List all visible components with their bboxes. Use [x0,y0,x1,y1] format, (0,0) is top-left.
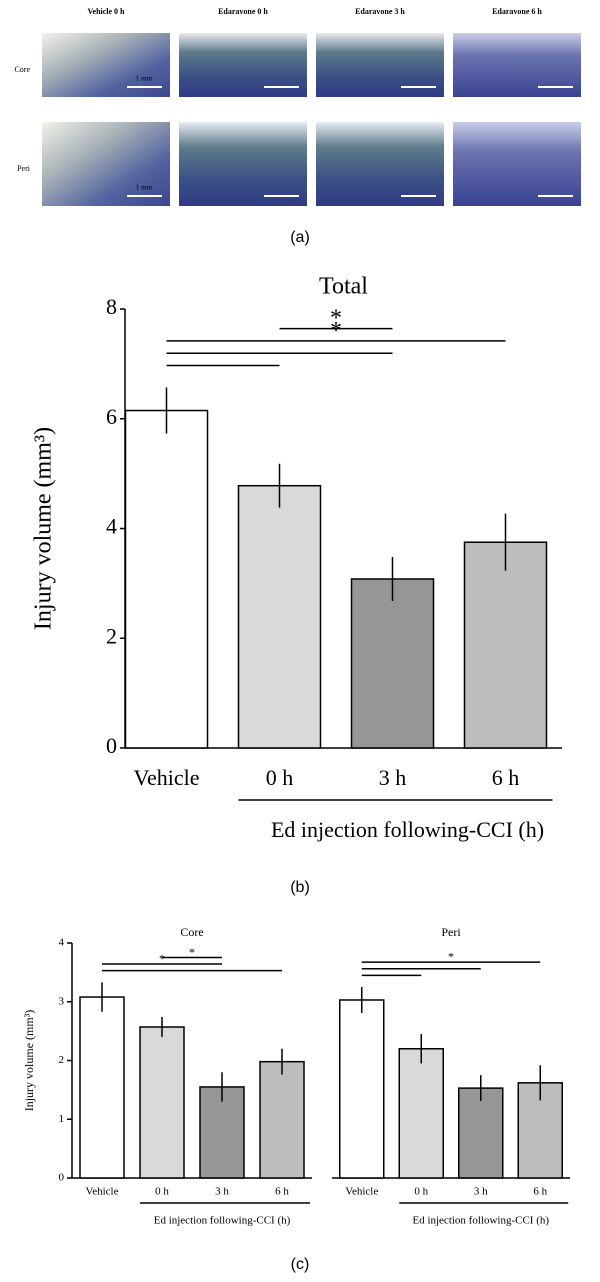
x-tick-label: 3 h [215,1186,229,1198]
y-tick-label: 2 [106,623,117,648]
x-axis-label: Ed injection following-CCI (h) [154,1215,291,1227]
x-tick-label: 6 h [275,1186,289,1198]
significance-label: * [448,950,454,964]
y-axis-label: Injury volume (mm³) [22,1010,36,1112]
bar [350,578,435,749]
chart-title: Peri [441,925,461,939]
y-axis-label: Injury volume (mm³) [31,427,57,630]
scale-label: 1 mm [136,184,153,192]
y-tick-label: 4 [106,514,117,539]
y-tick-label: 1 [59,1113,65,1125]
y-tick-label: 0 [106,733,117,758]
significance-label: * [330,318,342,344]
x-tick-label: Vehicle [86,1186,119,1198]
column-label: Edaravone 6 h [492,7,542,16]
chart-title: Total [319,274,368,300]
bar [139,1026,185,1179]
bar [79,996,125,1179]
chart-title: Core [180,925,203,939]
bar [124,409,209,749]
x-tick-label: 3 h [474,1186,488,1198]
micrograph [453,122,581,206]
y-tick-label: 2 [59,1054,65,1066]
x-tick-label: Vehicle [134,765,200,790]
x-tick-label: Vehicle [345,1186,378,1198]
caption: (c) [291,1256,310,1273]
x-tick-label: 3 h [379,765,407,790]
bar [458,1087,504,1179]
x-tick-label: 6 h [533,1186,547,1198]
x-tick-label: 0 h [155,1186,169,1198]
row-label: Peri [17,164,31,173]
column-label: Edaravone 0 h [218,7,268,16]
significance-label: * [159,952,165,966]
micrograph [316,122,444,206]
significance-label: * [189,945,195,959]
y-tick-label: 6 [106,404,117,429]
x-tick-label: 0 h [266,765,294,790]
significance-label: * [330,306,342,332]
bar [237,484,322,749]
bar [339,999,385,1179]
row-label: Core [14,65,30,74]
micrograph [42,122,170,206]
x-axis-label: Ed injection following-CCI (h) [271,817,544,842]
y-tick-label: 0 [59,1172,65,1184]
x-tick-label: 0 h [414,1186,428,1198]
bar [398,1048,444,1179]
x-tick-label: 6 h [492,765,520,790]
y-tick-label: 8 [106,294,117,319]
caption: (a) [290,229,310,246]
bar [463,541,548,749]
scale-label: 1 mm [136,75,153,83]
x-axis-label: Ed injection following-CCI (h) [412,1215,549,1227]
column-label: Edaravone 3 h [355,7,405,16]
y-tick-label: 3 [59,995,65,1007]
bar [259,1060,305,1179]
caption: (b) [290,879,310,896]
micrograph [179,122,307,206]
column-label: Vehicle 0 h [87,7,125,16]
y-tick-label: 4 [59,937,65,949]
